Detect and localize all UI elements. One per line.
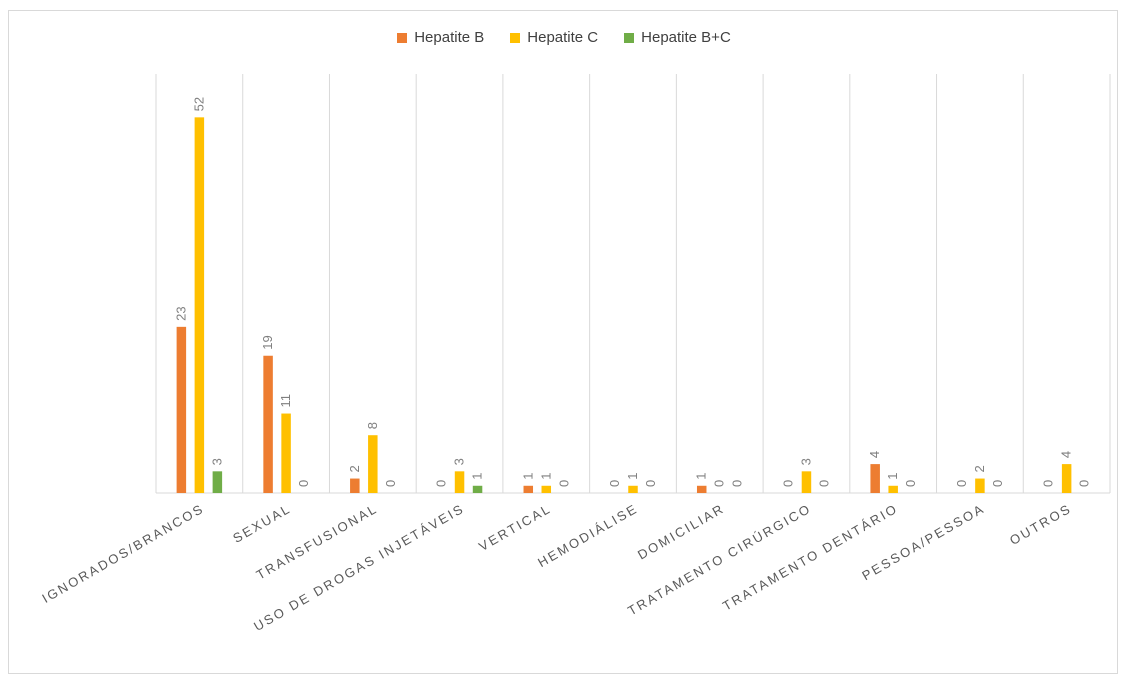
data-label: 0 [1077, 480, 1092, 487]
legend-entry: Hepatite B+C [624, 29, 731, 46]
data-label: 1 [520, 473, 535, 480]
legend-swatch [624, 32, 635, 43]
data-label: 1 [470, 473, 485, 480]
data-label: 0 [383, 480, 398, 487]
bar-hepatite-b [523, 485, 534, 493]
data-label: 3 [798, 458, 813, 465]
category-label: VERTICAL [476, 501, 554, 554]
legend-entry: Hepatite C [510, 29, 598, 46]
data-label: 2 [347, 465, 362, 472]
data-label: 0 [607, 480, 622, 487]
data-label: 1 [625, 473, 640, 480]
data-label: 52 [191, 97, 206, 111]
data-label: 1 [885, 473, 900, 480]
bar-hepatite-b [870, 464, 880, 493]
bar-hepatite-b [696, 485, 707, 493]
data-label: 0 [712, 480, 727, 487]
data-label: 0 [1041, 480, 1056, 487]
chart-legend: Hepatite B Hepatite C Hepatite B+C [9, 29, 1119, 46]
legend-label: Hepatite B [414, 29, 485, 46]
data-label: 1 [694, 473, 709, 480]
data-label: 0 [990, 480, 1005, 487]
legend-swatch [510, 32, 521, 43]
data-label: 0 [556, 480, 571, 487]
data-label: 3 [209, 458, 224, 465]
category-label: IGNORADOS/BRANCOS [39, 501, 207, 606]
legend-entry: Hepatite B [397, 29, 484, 46]
bar-hepatite-c [801, 471, 812, 493]
data-label: 3 [452, 458, 467, 465]
bar-hepatite-b [263, 355, 273, 493]
data-label: 0 [434, 480, 449, 487]
data-label: 4 [867, 451, 882, 458]
data-label: 0 [296, 480, 311, 487]
data-label: 0 [954, 480, 969, 487]
bar-chart-plot: 23523IGNORADOS/BRANCOS19110SEXUAL280TRAN… [39, 74, 1111, 634]
category-label: OUTROS [1007, 501, 1074, 548]
legend-swatch [397, 32, 408, 43]
bar-hepatite-c [194, 117, 205, 494]
data-label: 11 [278, 394, 293, 408]
data-label: 0 [780, 480, 795, 487]
data-label: 0 [903, 480, 918, 487]
chart-frame: Hepatite B Hepatite C Hepatite B+C 23 52 3 IG… [8, 10, 1118, 674]
legend-label: Hepatite C [527, 29, 599, 46]
bar-hepatite-c [975, 478, 985, 493]
data-label: 0 [643, 480, 658, 487]
data-label: 0 [816, 480, 831, 487]
data-label: 1 [538, 473, 553, 480]
bar-hepatite-c [281, 413, 291, 493]
data-label: 23 [173, 306, 188, 320]
data-label: 4 [1059, 451, 1074, 458]
bar-hepatite-b [176, 326, 187, 493]
data-label: 19 [260, 335, 275, 349]
bar-hepatite-c [368, 435, 378, 493]
bar-hepatite-c [888, 485, 898, 493]
bar-hepatite-c [628, 485, 638, 493]
bar-hepatite-c [454, 471, 465, 493]
bar-hepatite-b [350, 478, 360, 493]
bar-hepatite-c [541, 485, 552, 493]
data-label: 2 [972, 465, 987, 472]
data-label: 8 [365, 422, 380, 429]
bar-hepatite-b-c [212, 471, 223, 493]
category-label: TRATAMENTO DENTÁRIO [720, 501, 901, 614]
legend-label: Hepatite B+C [641, 29, 731, 46]
category-label: SEXUAL [230, 501, 293, 546]
bar-hepatite-b-c [472, 485, 483, 493]
bar-hepatite-c [1061, 464, 1072, 493]
data-label: 0 [730, 480, 745, 487]
